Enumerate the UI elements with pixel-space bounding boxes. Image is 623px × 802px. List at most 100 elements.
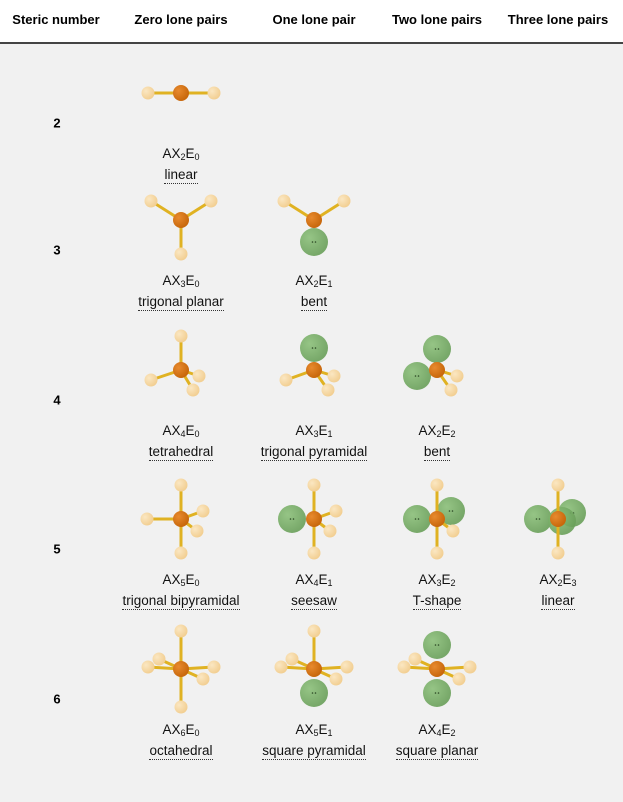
formula-e-count: 2 [450,728,456,738]
ligand-atom [446,524,460,538]
formula-x-count: 2 [436,429,442,439]
ligand-atom [329,672,343,686]
geometry-name-link[interactable]: T-shape [412,593,462,610]
steric-number-2: 2 [53,115,61,131]
geometry-name-link[interactable]: bent [423,444,451,461]
ligand-atom [329,504,343,518]
ligand-atom [551,546,565,560]
central-atom [550,511,566,527]
geometry-name-row: T-shape [367,593,507,610]
central-atom [173,511,189,527]
ligand-atom [144,194,158,208]
ligand-atom [321,383,335,397]
geometry-name-row: square pyramidal [244,743,384,760]
ligand-atom [207,660,221,674]
formula-e-count: 1 [327,578,333,588]
ligand-atom [140,512,154,526]
ligand-atom [174,329,188,343]
molecule-model [141,85,221,101]
lone-pair-lobe [524,505,552,533]
geometry-name-link[interactable]: trigonal planar [138,294,224,311]
ligand-atom [327,369,341,383]
geometry-name-link[interactable]: square pyramidal [262,743,366,760]
geometry-name-row: trigonal planar [111,294,251,311]
electron-dot [289,518,292,520]
lone-pair-lobe [300,679,328,707]
formula-x-count: 2 [557,578,563,588]
ligand-atom [430,478,444,492]
central-atom [173,362,189,378]
molecule-model [144,329,206,397]
central-atom [306,511,322,527]
ligand-atom [174,546,188,560]
electron-dot [437,692,440,694]
molecule-model [277,194,351,256]
ligand-atom [152,652,166,666]
lone-pair-lobe [403,362,431,390]
lone-pair-lobe [403,505,431,533]
geometry-name-link[interactable]: square planar [395,743,479,760]
electron-dot [414,375,417,377]
geometry-table-body: 2 AX2E0 linear 3 AX3E0 trigonal planar AX2E1 be… [0,44,623,802]
axe-formula: AX2E0 [162,146,200,162]
formula-x-count: 6 [180,728,186,738]
formula-e-count: 1 [327,429,333,439]
ligand-atom [430,546,444,560]
lone-pair-lobe [278,505,306,533]
electron-dot [314,692,317,694]
electron-dot [311,241,314,243]
geometry-name-link[interactable]: seesaw [291,593,337,610]
electron-dot [437,348,440,350]
electron-dot [434,692,437,694]
formula-x-count: 3 [313,429,319,439]
molecule-model [278,478,343,560]
ligand-atom [337,194,351,208]
geometry-name-row: bent [244,294,384,311]
formula-x-count: 2 [180,152,186,162]
header-three-lone-pairs: Three lone pairs [507,12,609,27]
geometry-name-link[interactable]: linear [164,167,198,184]
central-atom [306,661,322,677]
lone-pair-lobe [423,631,451,659]
formula-e-count: 0 [194,152,200,162]
geometry-cell: AX4E0 tetrahedral [111,320,251,470]
central-atom [173,85,189,101]
ligand-atom [397,660,411,674]
axe-formula: AX4E2 [418,722,456,738]
geometry-name-link[interactable]: trigonal bipyramidal [122,593,240,610]
ligand-atom [463,660,477,674]
ligand-atom [190,524,204,538]
geometry-name-link[interactable]: bent [300,294,328,311]
geometry-cell: AX3E1 trigonal pyramidal [244,320,384,470]
header-one-lone-pair: One lone pair [272,12,356,27]
electron-dot [535,518,538,520]
lone-pair-lobe [423,335,451,363]
central-atom [429,511,445,527]
geometry-name-row: trigonal pyramidal [244,444,384,461]
ligand-atom [274,660,288,674]
table-header: Steric number Zero lone pairs One lone p… [0,0,623,44]
ligand-atom [192,369,206,383]
ligand-atom [141,660,155,674]
electron-dot [434,644,437,646]
formula-e-count: 0 [194,728,200,738]
steric-number-6: 6 [53,691,61,707]
formula-x-count: 5 [180,578,186,588]
molecule-model [403,478,465,560]
steric-number-5: 5 [53,541,61,557]
geometry-name-row: trigonal bipyramidal [111,593,251,610]
geometry-name-link[interactable]: tetrahedral [148,444,214,461]
ligand-atom [196,504,210,518]
geometry-name-link[interactable]: trigonal pyramidal [260,444,368,461]
electron-dot [314,347,317,349]
geometry-name-link[interactable]: linear [541,593,575,610]
central-atom [173,661,189,677]
geometry-cell: AX4E2 square planar [367,619,507,769]
formula-e-count: 3 [571,578,577,588]
lone-pair-lobe [300,334,328,362]
central-atom [306,212,322,228]
ligand-atom [204,194,218,208]
formula-e-count: 2 [450,429,456,439]
electron-dot [417,375,420,377]
geometry-name-link[interactable]: octahedral [149,743,213,760]
